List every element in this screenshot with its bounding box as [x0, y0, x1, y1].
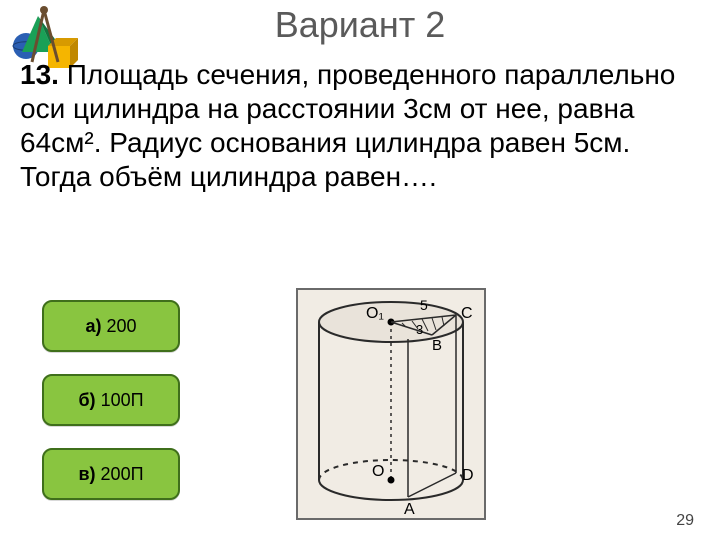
answer-option-c[interactable]: в) 200П — [42, 448, 180, 500]
answer-label: а) 200 — [85, 316, 136, 337]
label-O1: O₁ — [366, 305, 384, 322]
answer-option-b[interactable]: б) 100П — [42, 374, 180, 426]
label-3: 3 — [416, 322, 423, 337]
problem-text: 13. Площадь сечения, проведенного паралл… — [20, 58, 700, 195]
cylinder-diagram: O₁ 5 3 C B O D A — [296, 288, 486, 520]
label-B: B — [432, 337, 442, 354]
problem-body: Площадь сечения, проведенного параллельн… — [20, 59, 675, 192]
answer-label: б) 100П — [78, 390, 143, 411]
label-O: O — [372, 463, 384, 480]
label-5: 5 — [420, 297, 428, 313]
answer-list: а) 200 б) 100П в) 200П — [42, 300, 192, 522]
page-title: Вариант 2 — [0, 4, 720, 46]
label-A: A — [404, 501, 415, 518]
label-D: D — [462, 467, 474, 484]
problem-number: 13. — [20, 59, 59, 90]
answer-option-a[interactable]: а) 200 — [42, 300, 180, 352]
answer-label: в) 200П — [78, 464, 143, 485]
label-C: C — [461, 305, 473, 322]
page-number: 29 — [676, 512, 694, 530]
